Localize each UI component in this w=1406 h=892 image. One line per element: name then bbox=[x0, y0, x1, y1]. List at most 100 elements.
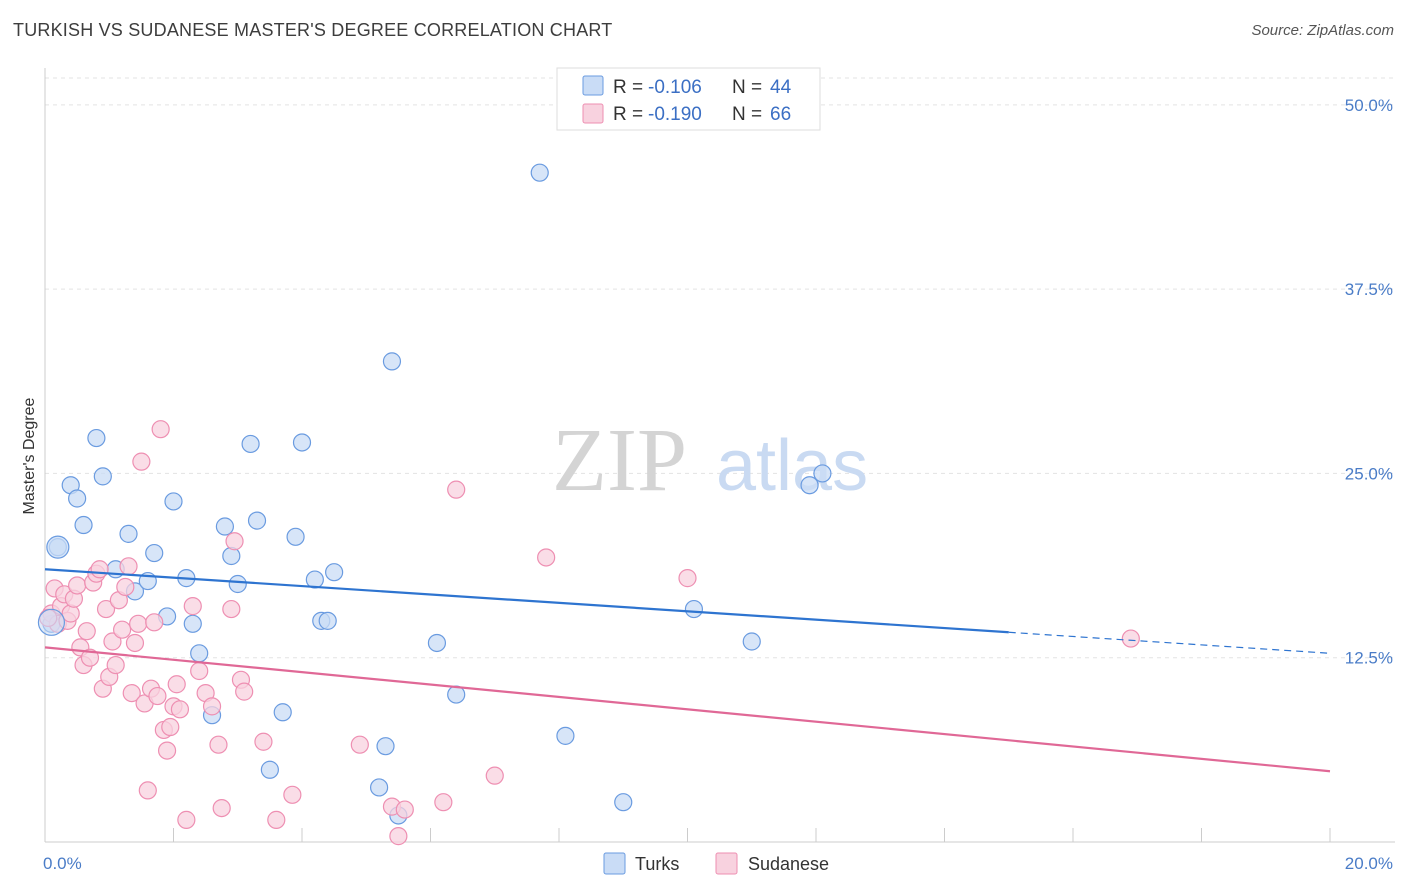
point-sudanese bbox=[77, 622, 96, 641]
point-sudanese bbox=[119, 557, 138, 576]
point-turks bbox=[305, 570, 324, 589]
source-label: Source: ZipAtlas.com bbox=[1251, 22, 1394, 39]
point-sudanese bbox=[80, 648, 100, 667]
point-turks bbox=[376, 737, 395, 756]
watermark-zip: ZIP bbox=[552, 411, 687, 510]
x-tick-labels: 0.0% 20.0% bbox=[43, 854, 1393, 873]
point-sudanese bbox=[129, 614, 148, 633]
x-tick-label: 0.0% bbox=[43, 854, 82, 873]
point-turks bbox=[556, 726, 575, 745]
point-turks bbox=[273, 703, 292, 722]
grid-lines bbox=[45, 77, 1395, 659]
point-turks bbox=[614, 793, 633, 812]
point-sudanese bbox=[212, 798, 231, 818]
point-turks bbox=[87, 428, 106, 448]
point-sudanese bbox=[225, 532, 244, 551]
point-sudanese bbox=[485, 766, 504, 785]
point-turks bbox=[292, 433, 312, 452]
point-turks-large bbox=[46, 535, 70, 559]
point-sudanese bbox=[148, 686, 167, 706]
point-turks bbox=[813, 464, 832, 483]
point-sudanese bbox=[90, 560, 109, 579]
legend-n-value-turks: 44 bbox=[770, 77, 792, 98]
point-sudanese bbox=[395, 800, 414, 819]
legend-r-value-sudanese: -0.190 bbox=[648, 104, 702, 125]
point-turks-large bbox=[37, 608, 66, 636]
legend-r-value-turks: -0.106 bbox=[648, 77, 702, 98]
point-sudanese bbox=[132, 452, 151, 471]
y-tick-label: 37.5% bbox=[1345, 280, 1393, 299]
point-turks bbox=[145, 543, 164, 563]
point-sudanese bbox=[161, 717, 180, 737]
point-sudanese bbox=[170, 700, 190, 719]
y-tick-label: 25.0% bbox=[1345, 464, 1393, 483]
point-turks bbox=[215, 517, 234, 536]
y-tick-labels: 12.5% 25.0% 37.5% 50.0% bbox=[1345, 96, 1393, 668]
point-sudanese bbox=[106, 655, 125, 675]
point-turks bbox=[190, 644, 209, 663]
point-sudanese bbox=[167, 675, 186, 694]
point-turks bbox=[742, 632, 761, 651]
legend-bottom-sudanese: Sudanese bbox=[748, 854, 829, 874]
point-sudanese bbox=[447, 480, 466, 499]
point-turks bbox=[222, 546, 241, 566]
point-sudanese bbox=[434, 793, 453, 812]
point-turks bbox=[93, 467, 112, 486]
point-sudanese bbox=[209, 735, 228, 754]
point-sudanese bbox=[138, 781, 157, 800]
chart-title: TURKISH VS SUDANESE MASTER'S DEGREE CORR… bbox=[13, 20, 613, 40]
axes bbox=[44, 68, 1395, 843]
point-turks bbox=[74, 515, 93, 535]
legend-n-label-sudanese: N = bbox=[732, 104, 762, 125]
trend-lines bbox=[44, 568, 1331, 773]
legend-r-label-turks: R = bbox=[613, 77, 643, 98]
point-turks bbox=[318, 611, 337, 630]
point-sudanese bbox=[145, 613, 164, 632]
point-turks bbox=[119, 524, 138, 543]
legend-top: R = -0.106 N = 44 R = -0.190 N = 66 bbox=[556, 67, 821, 131]
point-sudanese bbox=[678, 569, 697, 588]
point-turks bbox=[530, 163, 549, 182]
point-sudanese bbox=[190, 661, 209, 681]
point-turks bbox=[164, 492, 183, 511]
legend-r-label-sudanese: R = bbox=[613, 104, 643, 125]
legend-bottom-swatch-turks bbox=[603, 852, 626, 875]
point-turks bbox=[800, 476, 819, 495]
legend-bottom-swatch-sudanese bbox=[715, 852, 738, 875]
y-tick-label: 50.0% bbox=[1345, 96, 1393, 115]
point-sudanese bbox=[116, 577, 135, 597]
point-sudanese bbox=[177, 810, 196, 829]
watermark-atlas: atlas bbox=[716, 426, 868, 506]
point-sudanese bbox=[103, 632, 122, 651]
legend-bottom: Turks Sudanese bbox=[603, 852, 829, 875]
point-sudanese bbox=[68, 576, 87, 595]
point-sudanese bbox=[157, 741, 177, 760]
point-sudanese bbox=[96, 599, 116, 619]
point-sudanese bbox=[537, 548, 556, 567]
legend-swatch-sudanese bbox=[582, 103, 604, 124]
point-sudanese bbox=[350, 735, 369, 754]
point-turks bbox=[247, 511, 267, 530]
point-turks bbox=[183, 614, 202, 633]
legend-n-label-turks: N = bbox=[732, 77, 762, 98]
point-sudanese bbox=[122, 683, 141, 703]
point-sudanese bbox=[254, 732, 273, 751]
point-turks bbox=[684, 599, 704, 619]
point-turks bbox=[427, 633, 447, 653]
data-points bbox=[37, 163, 1140, 846]
point-sudanese bbox=[183, 597, 202, 616]
trend-line-turks bbox=[44, 568, 1009, 634]
point-sudanese bbox=[112, 620, 132, 639]
legend-bottom-turks: Turks bbox=[635, 854, 679, 874]
point-turks bbox=[260, 760, 279, 779]
point-turks bbox=[286, 527, 305, 546]
y-tick-label: 12.5% bbox=[1345, 649, 1393, 668]
point-sudanese bbox=[202, 697, 222, 716]
point-sudanese bbox=[389, 827, 408, 846]
legend-n-value-sudanese: 66 bbox=[770, 104, 791, 125]
trend-line-turks-extension bbox=[1008, 631, 1331, 654]
point-sudanese bbox=[267, 810, 286, 829]
trend-line-sudanese bbox=[44, 646, 1331, 773]
watermark: ZIP atlas bbox=[552, 411, 868, 510]
